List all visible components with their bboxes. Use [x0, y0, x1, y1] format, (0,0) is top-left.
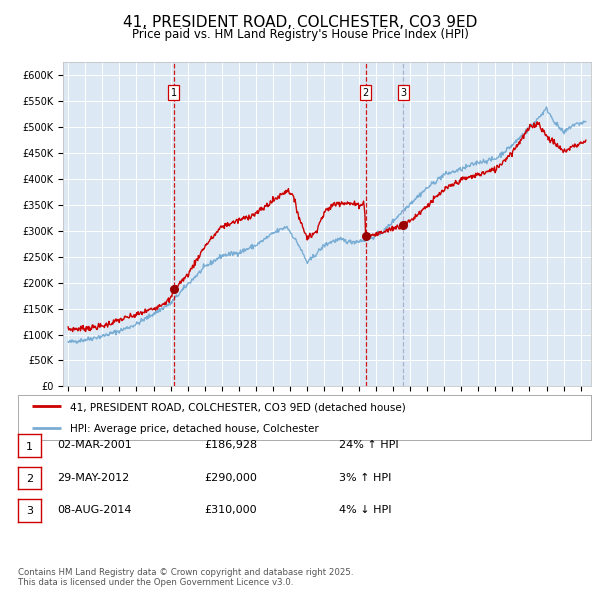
Text: 24% ↑ HPI: 24% ↑ HPI [339, 441, 398, 450]
Text: 1: 1 [26, 441, 33, 451]
Text: 1: 1 [170, 88, 176, 98]
Text: 08-AUG-2014: 08-AUG-2014 [57, 506, 131, 515]
Text: 2: 2 [362, 88, 369, 98]
Text: 3% ↑ HPI: 3% ↑ HPI [339, 473, 391, 483]
Text: 02-MAR-2001: 02-MAR-2001 [57, 441, 132, 450]
Text: 3: 3 [400, 88, 406, 98]
Text: £290,000: £290,000 [204, 473, 257, 483]
Text: 41, PRESIDENT ROAD, COLCHESTER, CO3 9ED: 41, PRESIDENT ROAD, COLCHESTER, CO3 9ED [123, 15, 477, 30]
Text: 29-MAY-2012: 29-MAY-2012 [57, 473, 129, 483]
Text: 2: 2 [26, 474, 33, 484]
Text: 3: 3 [26, 506, 33, 516]
Text: 41, PRESIDENT ROAD, COLCHESTER, CO3 9ED (detached house): 41, PRESIDENT ROAD, COLCHESTER, CO3 9ED … [70, 402, 406, 412]
Text: HPI: Average price, detached house, Colchester: HPI: Average price, detached house, Colc… [70, 424, 319, 434]
Text: 4% ↓ HPI: 4% ↓ HPI [339, 506, 391, 515]
Text: £186,928: £186,928 [204, 441, 257, 450]
Text: £310,000: £310,000 [204, 506, 257, 515]
Text: Price paid vs. HM Land Registry's House Price Index (HPI): Price paid vs. HM Land Registry's House … [131, 28, 469, 41]
Text: Contains HM Land Registry data © Crown copyright and database right 2025.
This d: Contains HM Land Registry data © Crown c… [18, 568, 353, 587]
